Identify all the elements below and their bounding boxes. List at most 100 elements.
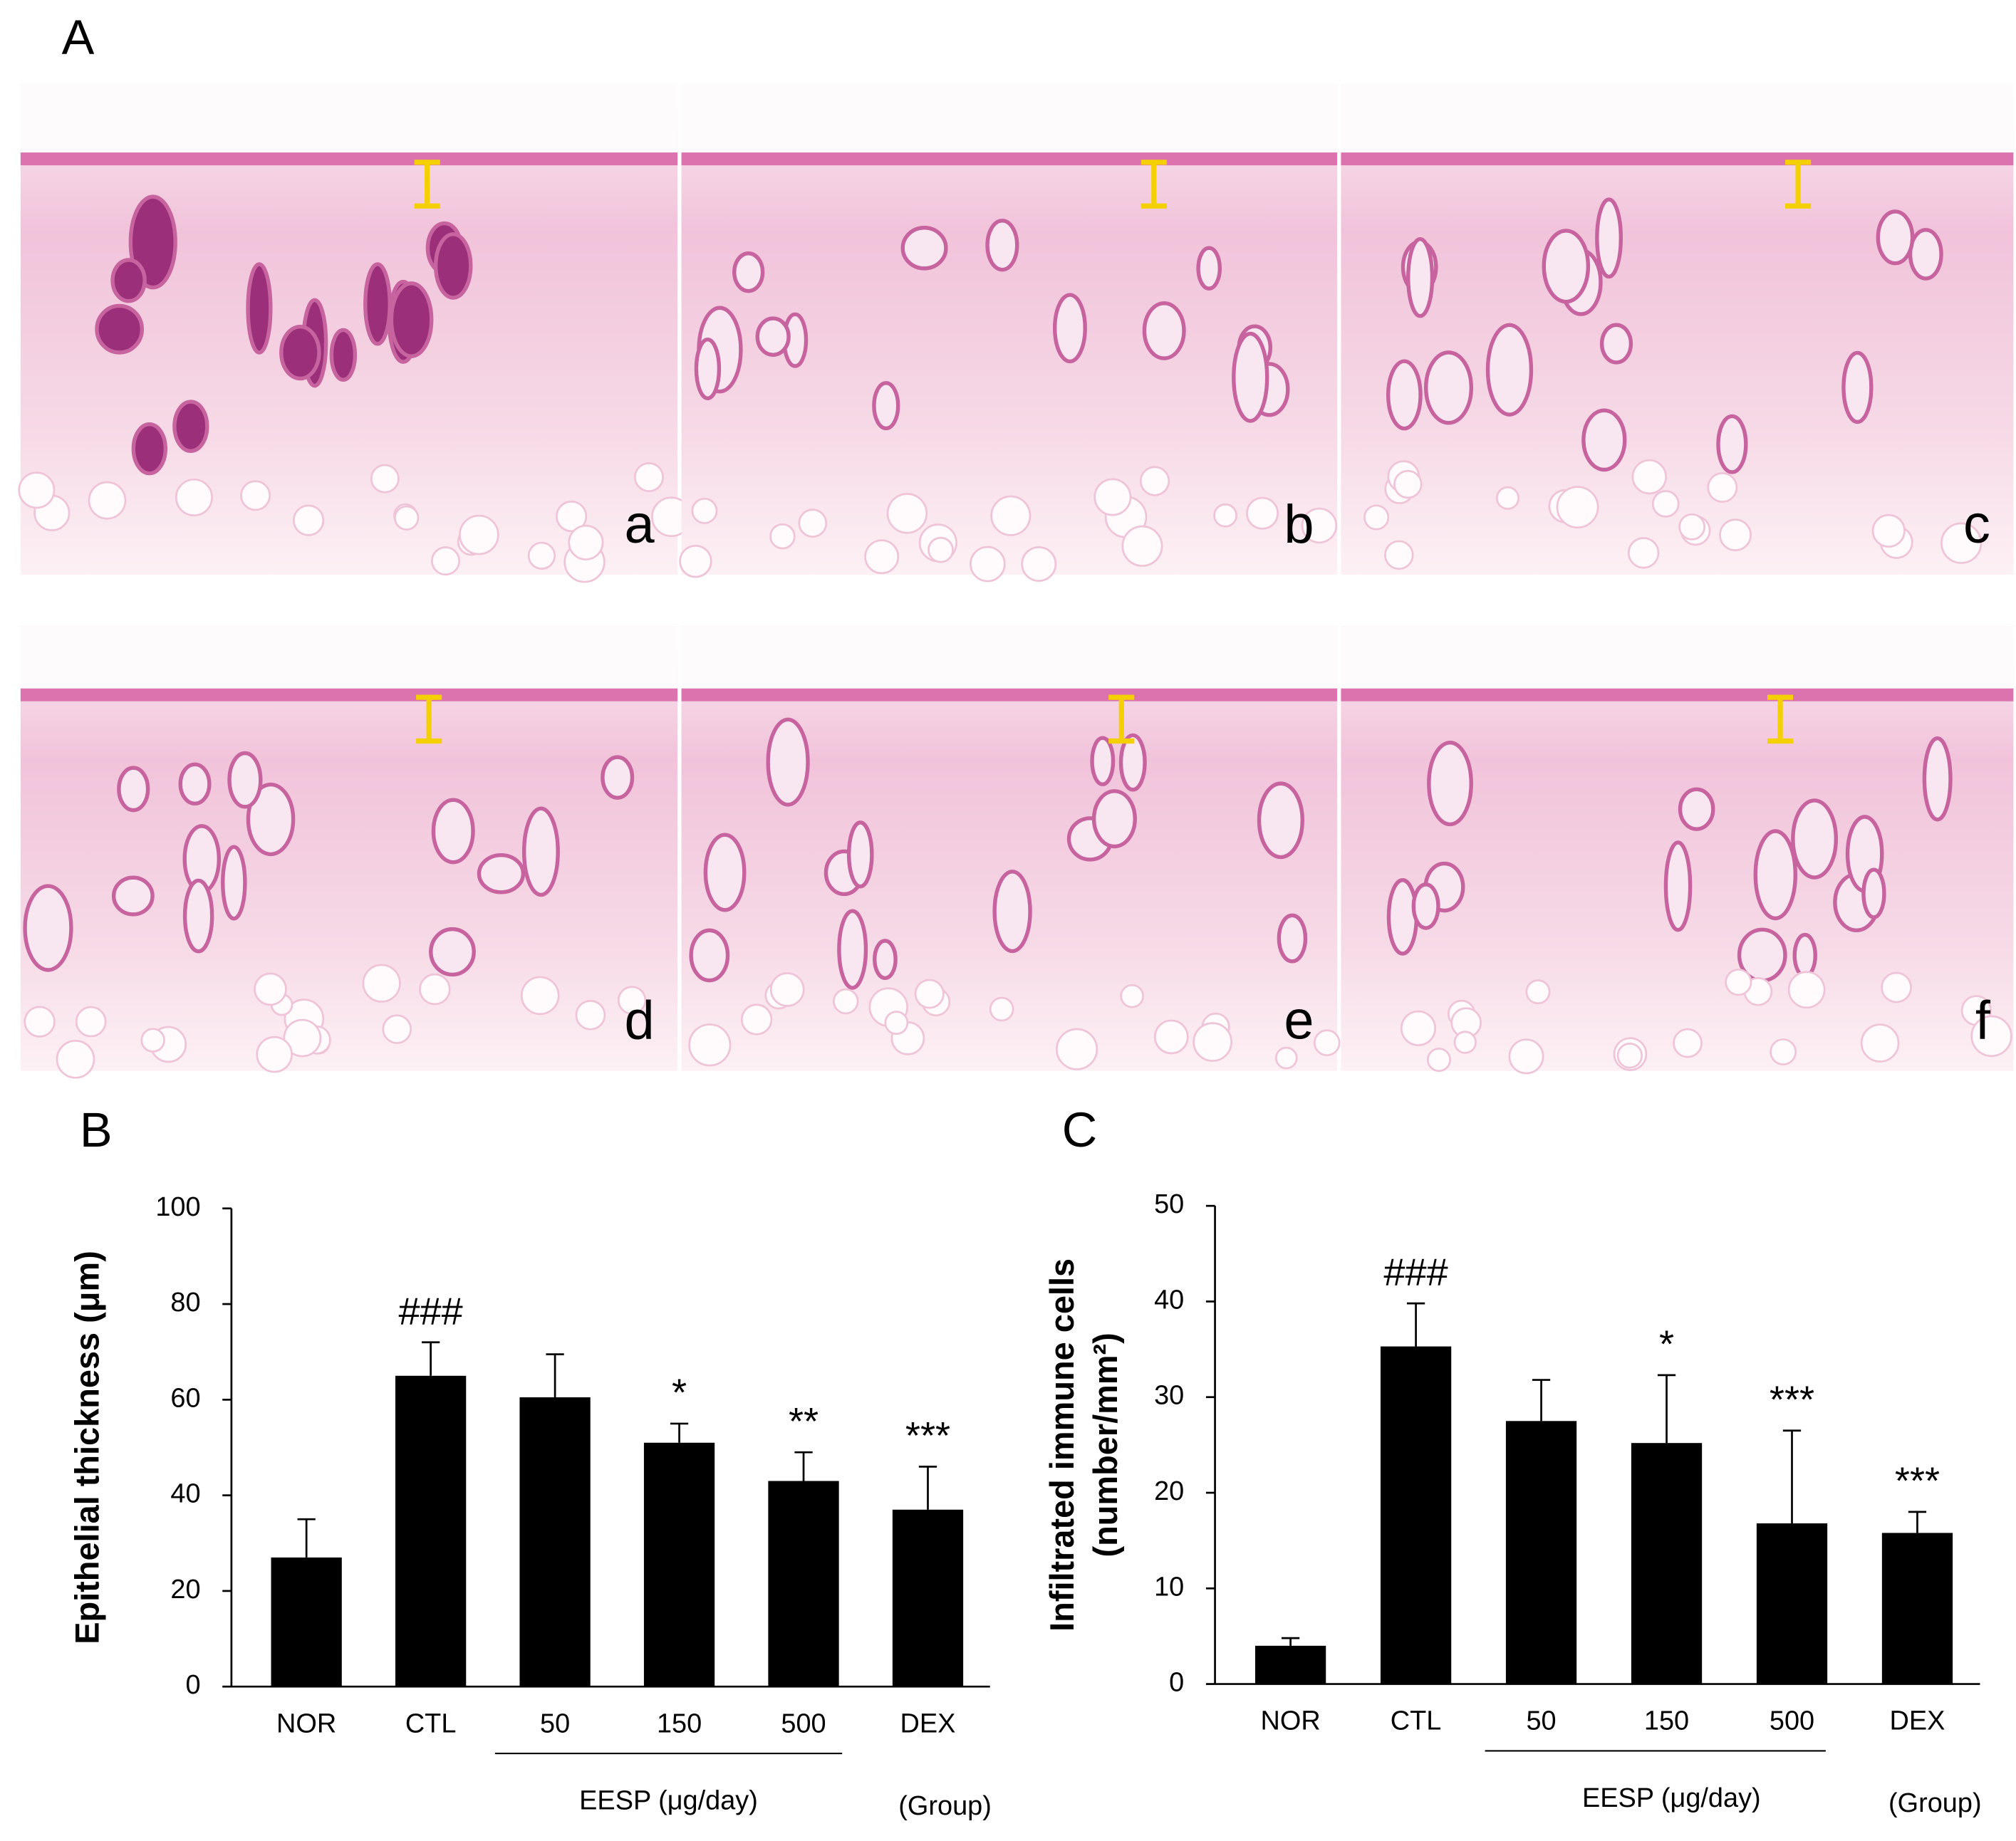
histology-image: d	[20, 626, 678, 1079]
epidermis	[20, 688, 678, 702]
fat-cell	[575, 999, 606, 1031]
y-tick-label: 40	[1154, 1285, 1184, 1315]
y-axis-label: Epithelial thickness (μm)	[69, 1251, 106, 1644]
error-bar	[546, 1353, 564, 1397]
fat-cell	[56, 1040, 95, 1079]
follicle	[1090, 736, 1116, 786]
fat-cell	[928, 536, 954, 563]
fat-cell	[1627, 537, 1660, 569]
significance-label: ***	[905, 1414, 950, 1457]
follicle	[1386, 878, 1419, 956]
histology-image: c	[1341, 83, 2014, 575]
follicle	[521, 806, 560, 897]
follicle	[1386, 359, 1423, 431]
fat-cell	[864, 539, 900, 575]
follicle	[1091, 789, 1137, 849]
histology-images: a b c d e f	[18, 83, 2014, 1079]
epidermis	[1341, 688, 2014, 702]
error-bar	[297, 1518, 316, 1558]
bar	[643, 1442, 715, 1687]
group-label: EESP (μg/day)	[1582, 1783, 1761, 1813]
error-bar	[1406, 1302, 1425, 1347]
error-bar	[918, 1465, 937, 1510]
x-axis-label: (Group)	[1888, 1788, 1982, 1818]
scale-marker	[1141, 160, 1167, 209]
follicle	[985, 219, 1019, 272]
fat-cell	[914, 979, 945, 1009]
y-tick-label: 80	[170, 1288, 200, 1318]
follicle	[1196, 246, 1222, 291]
follicle	[1542, 229, 1591, 304]
follicle	[246, 262, 273, 355]
x-tick-label: 150	[657, 1709, 702, 1738]
follicle	[1876, 209, 1915, 266]
error-bar	[794, 1451, 813, 1481]
fat-cell	[520, 976, 560, 1016]
y-tick-label: 10	[1154, 1572, 1184, 1602]
follicle	[431, 798, 475, 865]
fat-cell	[1426, 1048, 1451, 1073]
bar	[1881, 1533, 1953, 1684]
follicle	[1406, 236, 1435, 318]
histology-image: f	[1341, 626, 2014, 1075]
follicle	[837, 909, 868, 990]
fat-cell	[1860, 1023, 1900, 1063]
fat-cell	[1021, 546, 1057, 582]
follicle	[23, 884, 73, 972]
fat-cell	[568, 524, 604, 560]
significance-label: *	[672, 1372, 687, 1414]
follicle	[1716, 414, 1748, 474]
scale-marker	[416, 694, 442, 744]
follicle	[992, 870, 1032, 954]
follicle	[601, 755, 635, 800]
fat-cell	[75, 1006, 107, 1038]
fat-cell	[459, 514, 499, 556]
x-tick-label: 150	[1644, 1706, 1689, 1736]
scale-marker	[1108, 694, 1135, 744]
fat-cell	[24, 1006, 56, 1038]
fat-cell	[1093, 478, 1132, 516]
follicle	[1277, 913, 1308, 964]
scale-marker	[1785, 160, 1812, 209]
fat-cell	[1056, 1028, 1098, 1070]
follicle	[755, 316, 791, 358]
background	[1341, 83, 2014, 153]
significance-label: ***	[1895, 1459, 1940, 1502]
follicle	[1485, 323, 1534, 417]
error-bar	[1657, 1374, 1676, 1444]
background	[20, 626, 678, 689]
fat-cell	[769, 972, 805, 1007]
image-label: f	[1975, 991, 1991, 1051]
group-label: EESP (μg/day)	[579, 1786, 758, 1816]
x-axis-label: (Group)	[898, 1791, 992, 1821]
fat-cell	[1787, 971, 1826, 1009]
follicle	[1232, 331, 1269, 423]
error-bar	[670, 1422, 689, 1443]
fat-cell	[362, 964, 401, 1003]
follicle	[766, 717, 810, 807]
significance-label: **	[789, 1400, 819, 1443]
fat-cell	[370, 464, 400, 494]
x-tick-label: 50	[1526, 1706, 1556, 1736]
y-axis-label: (number/mm²)	[1087, 1332, 1124, 1557]
y-tick-label: 100	[155, 1192, 200, 1222]
x-tick-label: NOR	[276, 1709, 336, 1738]
bar	[1631, 1443, 1703, 1684]
y-tick-label: 0	[1169, 1668, 1184, 1698]
x-tick-label: CTL	[1391, 1706, 1442, 1736]
fat-cell	[1631, 459, 1668, 495]
follicle	[1595, 197, 1623, 279]
fat-cell	[1495, 486, 1520, 510]
follicle	[732, 251, 765, 293]
fat-cell	[740, 1003, 773, 1036]
image-label: d	[625, 991, 655, 1051]
follicle	[429, 927, 476, 977]
histology-image: e	[681, 626, 1341, 1071]
fat-cell	[1508, 1038, 1544, 1075]
follicle	[477, 853, 526, 895]
y-tick-label: 0	[185, 1670, 200, 1700]
x-tick-label: 500	[781, 1709, 826, 1738]
fat-cell	[431, 546, 460, 576]
background	[1341, 626, 2014, 689]
fat-cell	[382, 1014, 412, 1044]
